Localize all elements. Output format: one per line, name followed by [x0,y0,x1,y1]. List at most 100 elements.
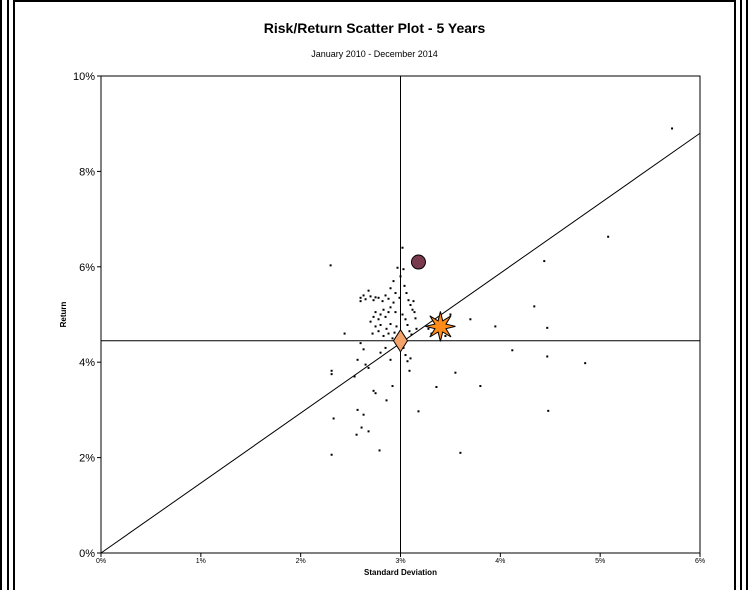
x-tick-label: 3% [395,558,405,565]
data-point [359,296,362,299]
y-tick-label: 10% [73,71,95,83]
chart-frame [13,0,736,590]
data-point [353,375,356,378]
data-point [389,306,392,309]
data-point [374,311,377,314]
data-point [411,308,414,311]
data-point [469,318,472,321]
data-point [395,325,398,328]
data-point [409,357,412,360]
data-point [362,294,365,297]
data-point [399,275,402,278]
data-point [356,358,359,361]
highlight-circle-marker [410,254,426,270]
data-point [459,451,462,454]
y-tick-label: 4% [79,357,95,369]
data-point [398,296,401,299]
x-tick-label: 0% [96,558,106,565]
data-point [427,327,430,330]
data-point [417,410,420,413]
data-point [329,264,332,267]
data-point [404,318,407,321]
data-point [369,320,372,323]
data-point [405,292,408,295]
data-point [332,417,335,420]
data-point [396,266,399,269]
data-point [372,389,375,392]
y-tick-label: 6% [79,262,95,274]
highlight-star-marker [425,311,456,342]
data-point [374,392,377,395]
x-tick-label: 2% [296,558,306,565]
data-point [543,260,546,263]
data-point [389,323,392,326]
x-tick-label: 6% [695,558,705,565]
data-point [381,300,384,303]
data-point [367,430,370,433]
data-point [546,355,549,358]
data-point [362,348,365,351]
data-point [546,326,549,329]
data-point [479,385,482,388]
data-point [454,371,457,374]
data-point [379,313,382,316]
data-point [392,301,395,304]
data-point [371,332,374,335]
data-point [547,409,550,412]
chart-title: Risk/Return Scatter Plot - 5 Years [263,20,486,36]
data-point [435,386,438,389]
data-point [389,287,392,290]
data-point [387,297,390,300]
y-axis-label: Return [59,302,68,328]
data-point [330,453,333,456]
data-point [408,330,411,333]
data-point [330,369,333,372]
data-point [410,333,413,336]
data-point [367,366,370,369]
data-point [391,337,394,340]
data-point [392,280,395,283]
x-tick-label: 5% [595,558,605,565]
data-point [359,300,362,303]
data-point [404,354,407,357]
data-point [377,296,380,299]
data-point [330,373,333,376]
data-point [378,449,381,452]
data-point [384,346,387,349]
data-point [449,313,452,316]
y-tick-label: 2% [79,453,95,465]
x-tick-label: 1% [196,558,206,565]
data-point [607,235,610,238]
data-point [511,349,514,352]
y-tick-label: 8% [79,166,95,178]
data-point [379,323,382,326]
data-point [394,311,397,314]
data-point [391,385,394,388]
data-point [372,315,375,318]
data-point [401,313,404,316]
data-point [356,408,359,411]
data-point [362,413,365,416]
right-border [740,0,749,590]
data-point [384,294,387,297]
data-point [343,332,346,335]
data-point [374,325,377,328]
x-axis-label: Standard Deviation [364,568,437,577]
data-point [671,127,674,130]
data-point [494,325,497,328]
data-point [414,317,417,320]
highlight-diamond-marker [392,328,409,353]
data-point [406,360,409,363]
data-point [408,369,411,372]
data-point [413,311,416,314]
data-point [382,334,385,337]
data-point [415,327,418,330]
chart-subtitle: January 2010 - December 2014 [311,49,438,59]
data-point [403,284,406,287]
data-point [412,300,415,303]
data-point [406,323,409,326]
data-point [360,426,363,429]
data-point [377,318,380,321]
data-point [377,330,380,333]
